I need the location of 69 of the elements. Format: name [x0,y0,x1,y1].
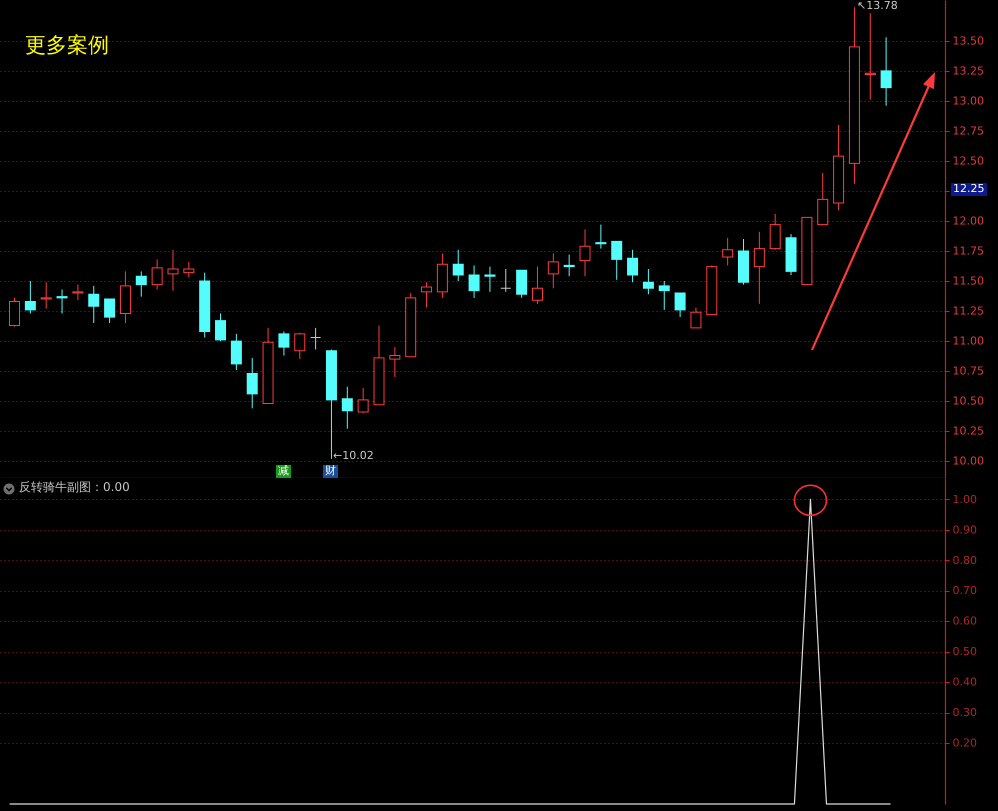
y-tick-label: 0.90 [952,523,977,536]
y-tick-label: 10.00 [952,454,984,468]
candlestick [215,312,226,342]
y-tick-label: 11.25 [952,304,984,318]
candlestick [183,261,194,278]
candlestick [421,282,432,308]
chart-title: 反转骑牛副图：0.00 [19,480,130,495]
candlestick [500,268,512,292]
candlestick [722,237,734,266]
candlestick [564,254,575,277]
annotation: ←10.02 [333,449,374,463]
candlestick [72,284,84,301]
candlestick [389,346,400,378]
candlestick [294,332,306,360]
text: 12.25 [951,182,986,196]
y-tick-label: 0.50 [952,645,977,658]
y-tick-label: 11.50 [952,274,984,288]
candlestick [136,270,147,298]
candlestick [880,36,892,106]
y-tick-label: 12.00 [952,214,984,228]
candlestick [167,249,178,292]
y-tick-label: 13.25 [952,64,984,78]
candlestick [40,282,52,310]
candlestick [230,333,242,370]
y-tick-label: 13.50 [952,34,984,48]
candlestick [595,224,606,250]
y-tick-label: 0.30 [952,706,977,720]
y-tick-label: 0.60 [952,614,977,628]
annotation: ↖13.78 [857,0,898,13]
y-tick-label: 0.40 [952,676,977,689]
y-tick-label: 11.00 [952,334,984,348]
candlestick [88,285,100,324]
candlestick [611,240,622,280]
candlestick [452,249,464,282]
annotation: 更多案例 [25,33,109,58]
candlestick [864,12,876,100]
candlestick [754,231,765,304]
annotation: 财 [323,464,338,478]
y-tick-label: 1.00 [952,492,977,506]
candlestick [104,298,116,324]
candlestick [690,306,702,328]
candlestick [310,327,322,350]
candlestick [674,292,686,318]
y-tick-label: 0.70 [952,584,977,598]
candlestick [246,357,258,409]
candlestick [358,387,369,414]
y-tick-label: 10.75 [952,364,984,378]
annotation: 减 [276,464,291,478]
candlestick [152,258,163,290]
y-tick-label: 10.50 [952,394,984,408]
candlestick [468,264,480,298]
candlestick [658,280,670,310]
candlestick [278,330,290,356]
candlestick [342,386,353,430]
y-tick-label: 12.50 [952,154,984,168]
candlestick [56,288,68,314]
candlestick [532,266,543,304]
y-tick-label: 10.25 [952,424,984,438]
candlestick [24,280,36,314]
candlestick [484,266,496,292]
y-tick-label: 0.20 [952,736,977,750]
y-tick-label: 12.75 [952,124,984,138]
y-tick-label: 0.80 [952,554,977,567]
candlestick [548,252,559,289]
y-tick-label: 11.75 [952,244,984,258]
y-tick-label: 13.00 [952,94,984,108]
candlestick [580,228,591,277]
candlestick [642,268,654,295]
candlestick [627,249,638,283]
